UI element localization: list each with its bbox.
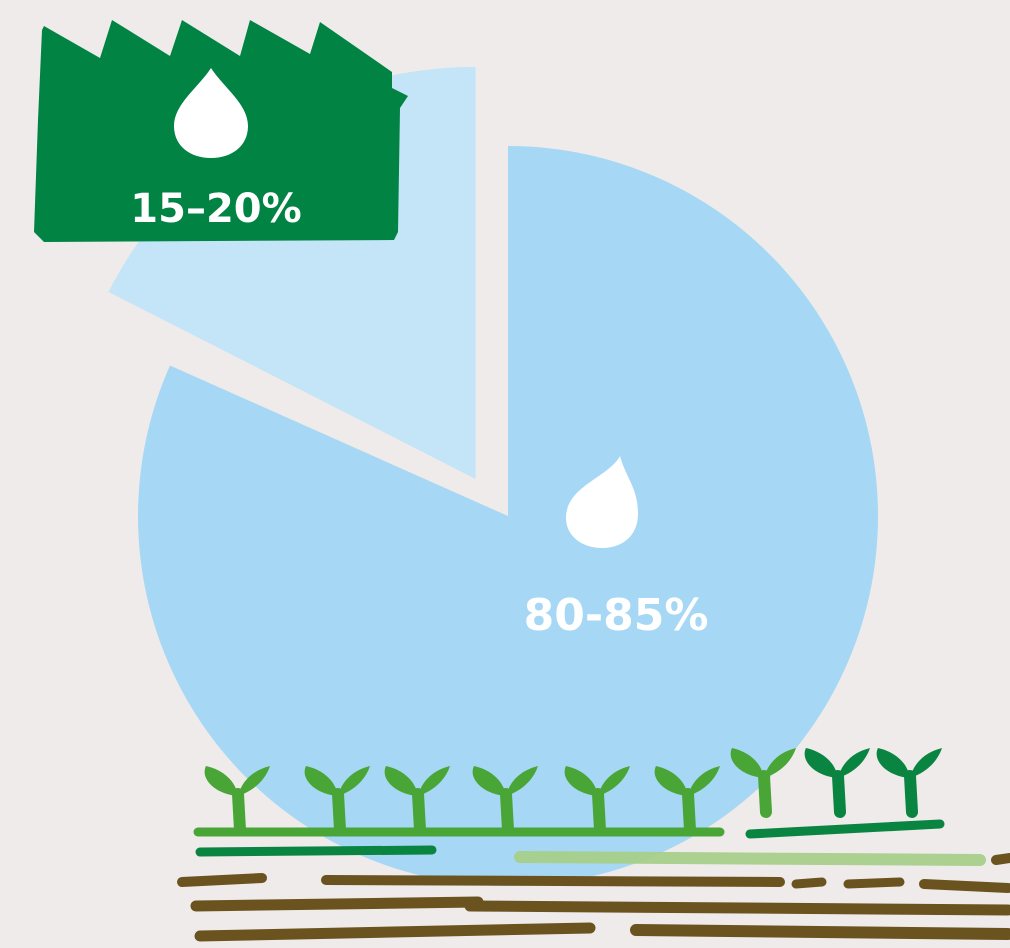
sprout: [804, 748, 870, 818]
sprouts-icon: [193, 748, 942, 837]
slice-label-main: 80-85%: [524, 590, 709, 641]
sprout: [384, 766, 450, 836]
water-drop-icon: [174, 68, 248, 158]
sprout: [304, 766, 370, 836]
pie-slice-main: [138, 146, 879, 887]
soil-lines: [177, 819, 1010, 942]
water-drop-icon: [566, 456, 638, 548]
slice-label-small: 15–20%: [130, 186, 301, 232]
sprout: [730, 748, 796, 818]
sprout: [472, 766, 538, 836]
sprout: [876, 748, 942, 818]
sprout: [564, 766, 630, 836]
sprout: [204, 766, 270, 836]
sprout: [654, 766, 720, 836]
